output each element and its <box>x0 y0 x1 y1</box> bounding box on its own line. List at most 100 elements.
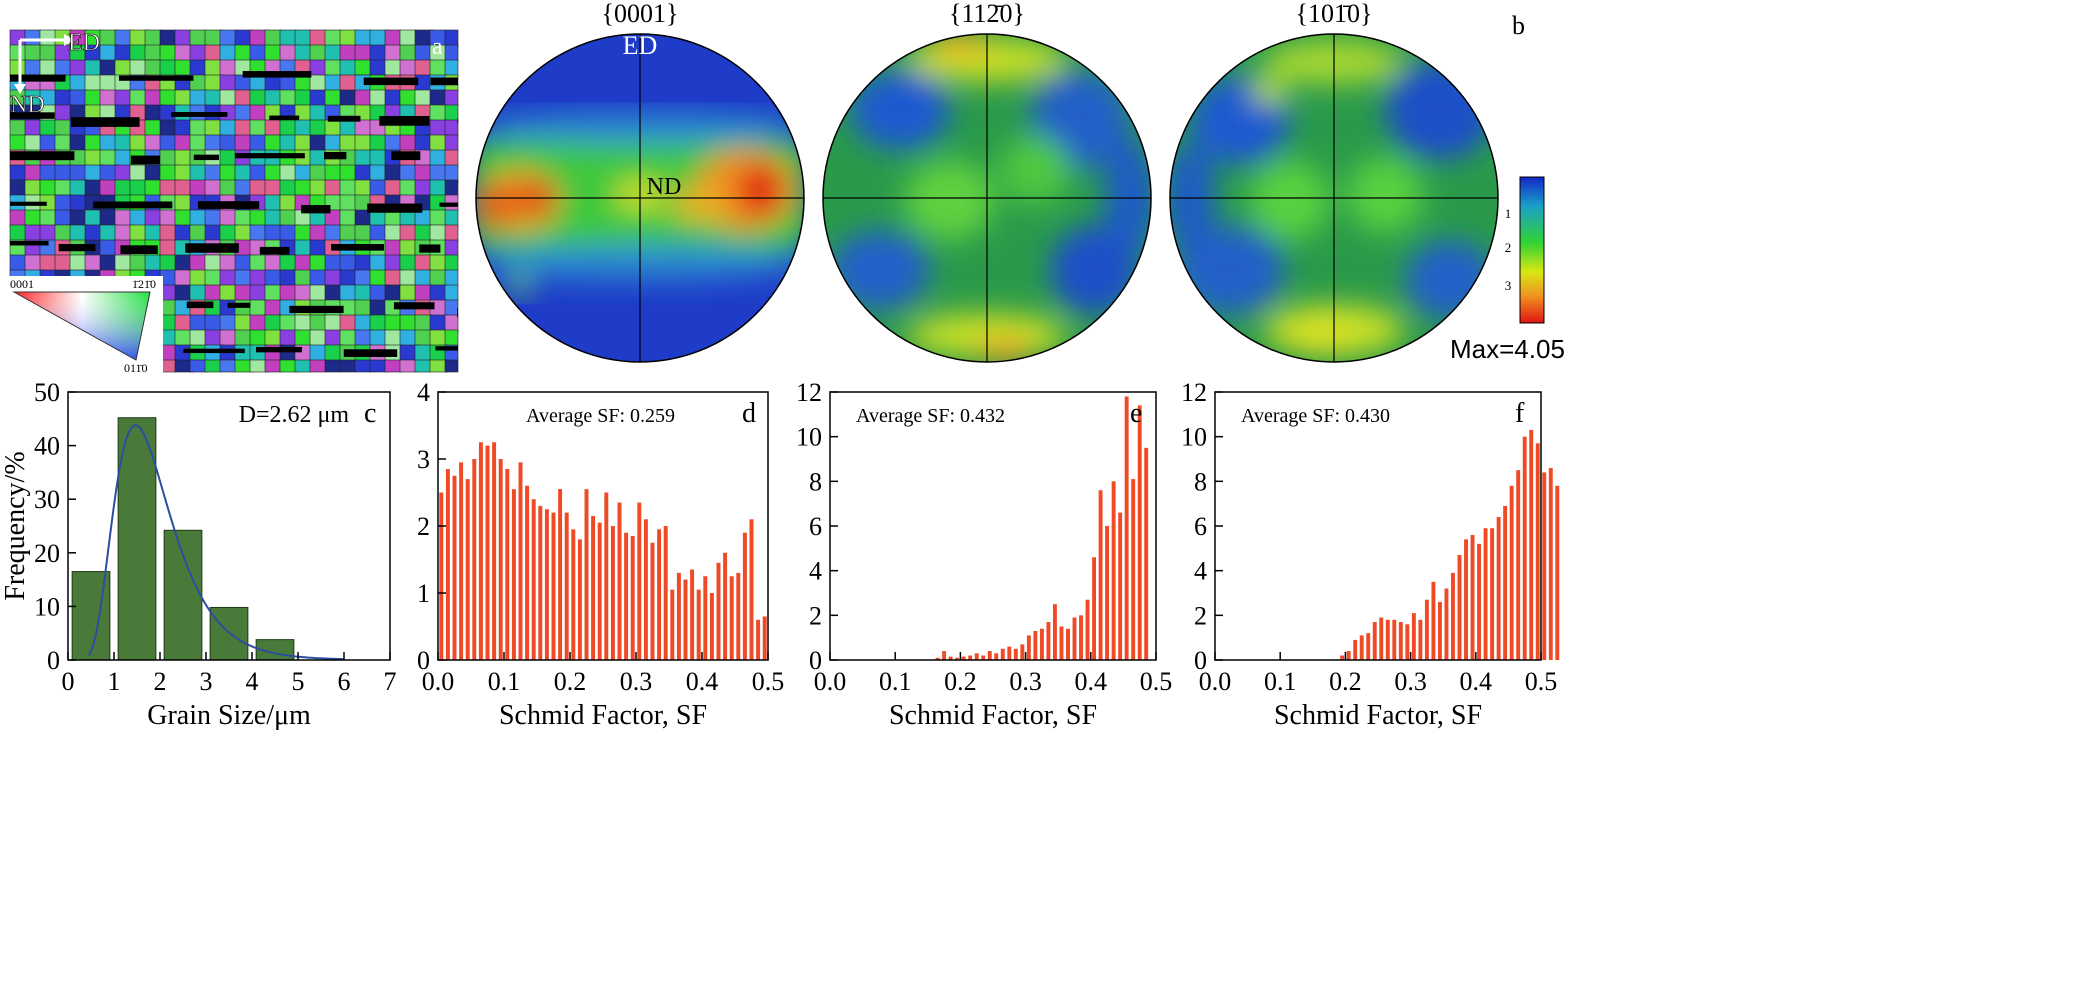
histogram-bar <box>478 442 483 660</box>
histogram-bar <box>577 539 582 660</box>
ebsd-grain <box>369 164 386 181</box>
histogram-bar <box>1444 588 1449 660</box>
ebsd-grain <box>414 254 431 271</box>
ebsd-grain <box>354 29 373 47</box>
y-tick-label: 1 <box>417 579 430 608</box>
histogram-bar <box>1098 490 1103 660</box>
histogram-bar <box>1437 601 1442 660</box>
y-tick-label: 8 <box>1194 467 1207 496</box>
ebsd-grain <box>84 209 102 226</box>
ebsd-grain <box>294 179 311 197</box>
chart-annotation: D=2.62 μm <box>239 402 350 428</box>
ipf-key-1210-label: 1̄21̄0 <box>132 277 156 291</box>
ipf-color-key: 0001 1̄21̄0 011̄0 <box>8 276 163 375</box>
ebsd-unindexed-band <box>363 77 419 86</box>
ebsd-grain <box>249 224 266 241</box>
histogram-bar <box>439 492 444 660</box>
histogram-bar <box>1411 613 1416 660</box>
ebsd-grain <box>429 179 446 196</box>
ebsd-unindexed-band <box>130 155 161 165</box>
ebsd-grain <box>309 44 327 63</box>
ebsd-grain <box>144 89 163 106</box>
histogram-bar <box>1346 651 1351 660</box>
histogram-bar <box>1451 572 1455 660</box>
ebsd-grain <box>309 239 326 258</box>
histogram-bar <box>117 417 157 661</box>
ebsd-grain <box>249 314 266 333</box>
ebsd-grain <box>249 269 267 286</box>
ebsd-grain <box>339 164 356 181</box>
histogram-bar <box>505 469 510 660</box>
ebsd-grain <box>429 209 448 226</box>
histogram-bar <box>1033 630 1038 660</box>
ebsd-unindexed-band <box>171 112 228 117</box>
ebsd-unindexed-band <box>242 71 312 78</box>
x-tick-label: 0.1 <box>879 667 912 696</box>
ebsd-grain <box>99 89 116 107</box>
scale-tick-1: 1 <box>1505 206 1512 221</box>
ebsd-unindexed-band <box>324 151 347 160</box>
histogram-bar <box>637 502 642 660</box>
panel-b-letter: b <box>1512 11 1525 40</box>
ebsd-grain <box>399 134 416 151</box>
x-tick-label: 0.2 <box>944 667 977 696</box>
pole-figures-panel: {0001} {112̄0} {101̄0} b <box>475 0 1565 364</box>
ebsd-grain <box>309 329 327 348</box>
y-tick-label: 0 <box>809 646 822 675</box>
y-tick-label: 6 <box>809 512 822 541</box>
x-axis-label: Schmid Factor, SF <box>1274 700 1482 731</box>
histogram-bar <box>1131 479 1136 660</box>
histogram-bar <box>492 442 497 660</box>
histogram-bar <box>551 512 556 660</box>
y-tick-label: 0 <box>1194 646 1207 675</box>
ebsd-grain <box>444 299 459 317</box>
ebsd-grain <box>354 269 372 287</box>
histogram-bar <box>604 492 609 660</box>
ebsd-grain <box>234 179 251 197</box>
ebsd-grain <box>324 44 342 62</box>
ebsd-grain <box>9 254 27 272</box>
ebsd-grain <box>84 224 102 242</box>
ebsd-grain <box>54 179 72 196</box>
x-tick-label: 0.1 <box>1264 667 1297 696</box>
pole-ed-label: ED <box>623 31 658 60</box>
pole-figure-1010 <box>1169 33 1499 363</box>
histogram-bar <box>1529 429 1534 660</box>
y-tick-label: 10 <box>1181 423 1207 452</box>
ebsd-grain <box>309 134 328 151</box>
ebsd-grain <box>429 164 448 182</box>
ebsd-grain <box>444 284 459 301</box>
histogram-bar <box>1066 628 1070 660</box>
histogram-bar <box>630 536 635 660</box>
ebsd-grain <box>249 329 268 348</box>
ebsd-grain <box>234 104 252 123</box>
histogram-bar <box>558 489 563 660</box>
histogram-bar <box>643 519 648 660</box>
histogram-bar <box>1000 648 1005 660</box>
panel-a-letter: a <box>432 34 443 60</box>
ebsd-grain <box>114 254 132 272</box>
histogram-bar <box>1392 619 1397 660</box>
ebsd-grain <box>234 29 253 47</box>
x-tick-label: 0.2 <box>554 667 587 696</box>
ebsd-grain <box>444 89 459 107</box>
ebsd-grain <box>204 89 223 108</box>
y-axis-label: Frequency/% <box>0 451 31 600</box>
x-tick-label: 0.4 <box>686 667 719 696</box>
ebsd-grain <box>234 314 251 332</box>
ebsd-grain <box>24 224 43 243</box>
ebsd-grain <box>399 29 417 47</box>
x-tick-label: 6 <box>338 667 351 696</box>
histogram-bar <box>1144 447 1149 660</box>
ebsd-grain <box>294 284 312 302</box>
ebsd-grain <box>399 269 417 286</box>
histogram-bar <box>1398 622 1403 660</box>
ebsd-grain <box>234 269 252 287</box>
histogram-bar <box>1470 534 1475 660</box>
schmid-factor-histogram-f: 0.0 0.1 0.2 0.3 0.4 0.5 0 2 4 6 8 10 12 Schmid Factor… <box>1181 378 1560 731</box>
ebsd-grain <box>9 59 28 76</box>
histogram-bar <box>1457 555 1462 660</box>
ebsd-grain <box>54 59 71 77</box>
histogram-bar <box>1059 626 1064 660</box>
